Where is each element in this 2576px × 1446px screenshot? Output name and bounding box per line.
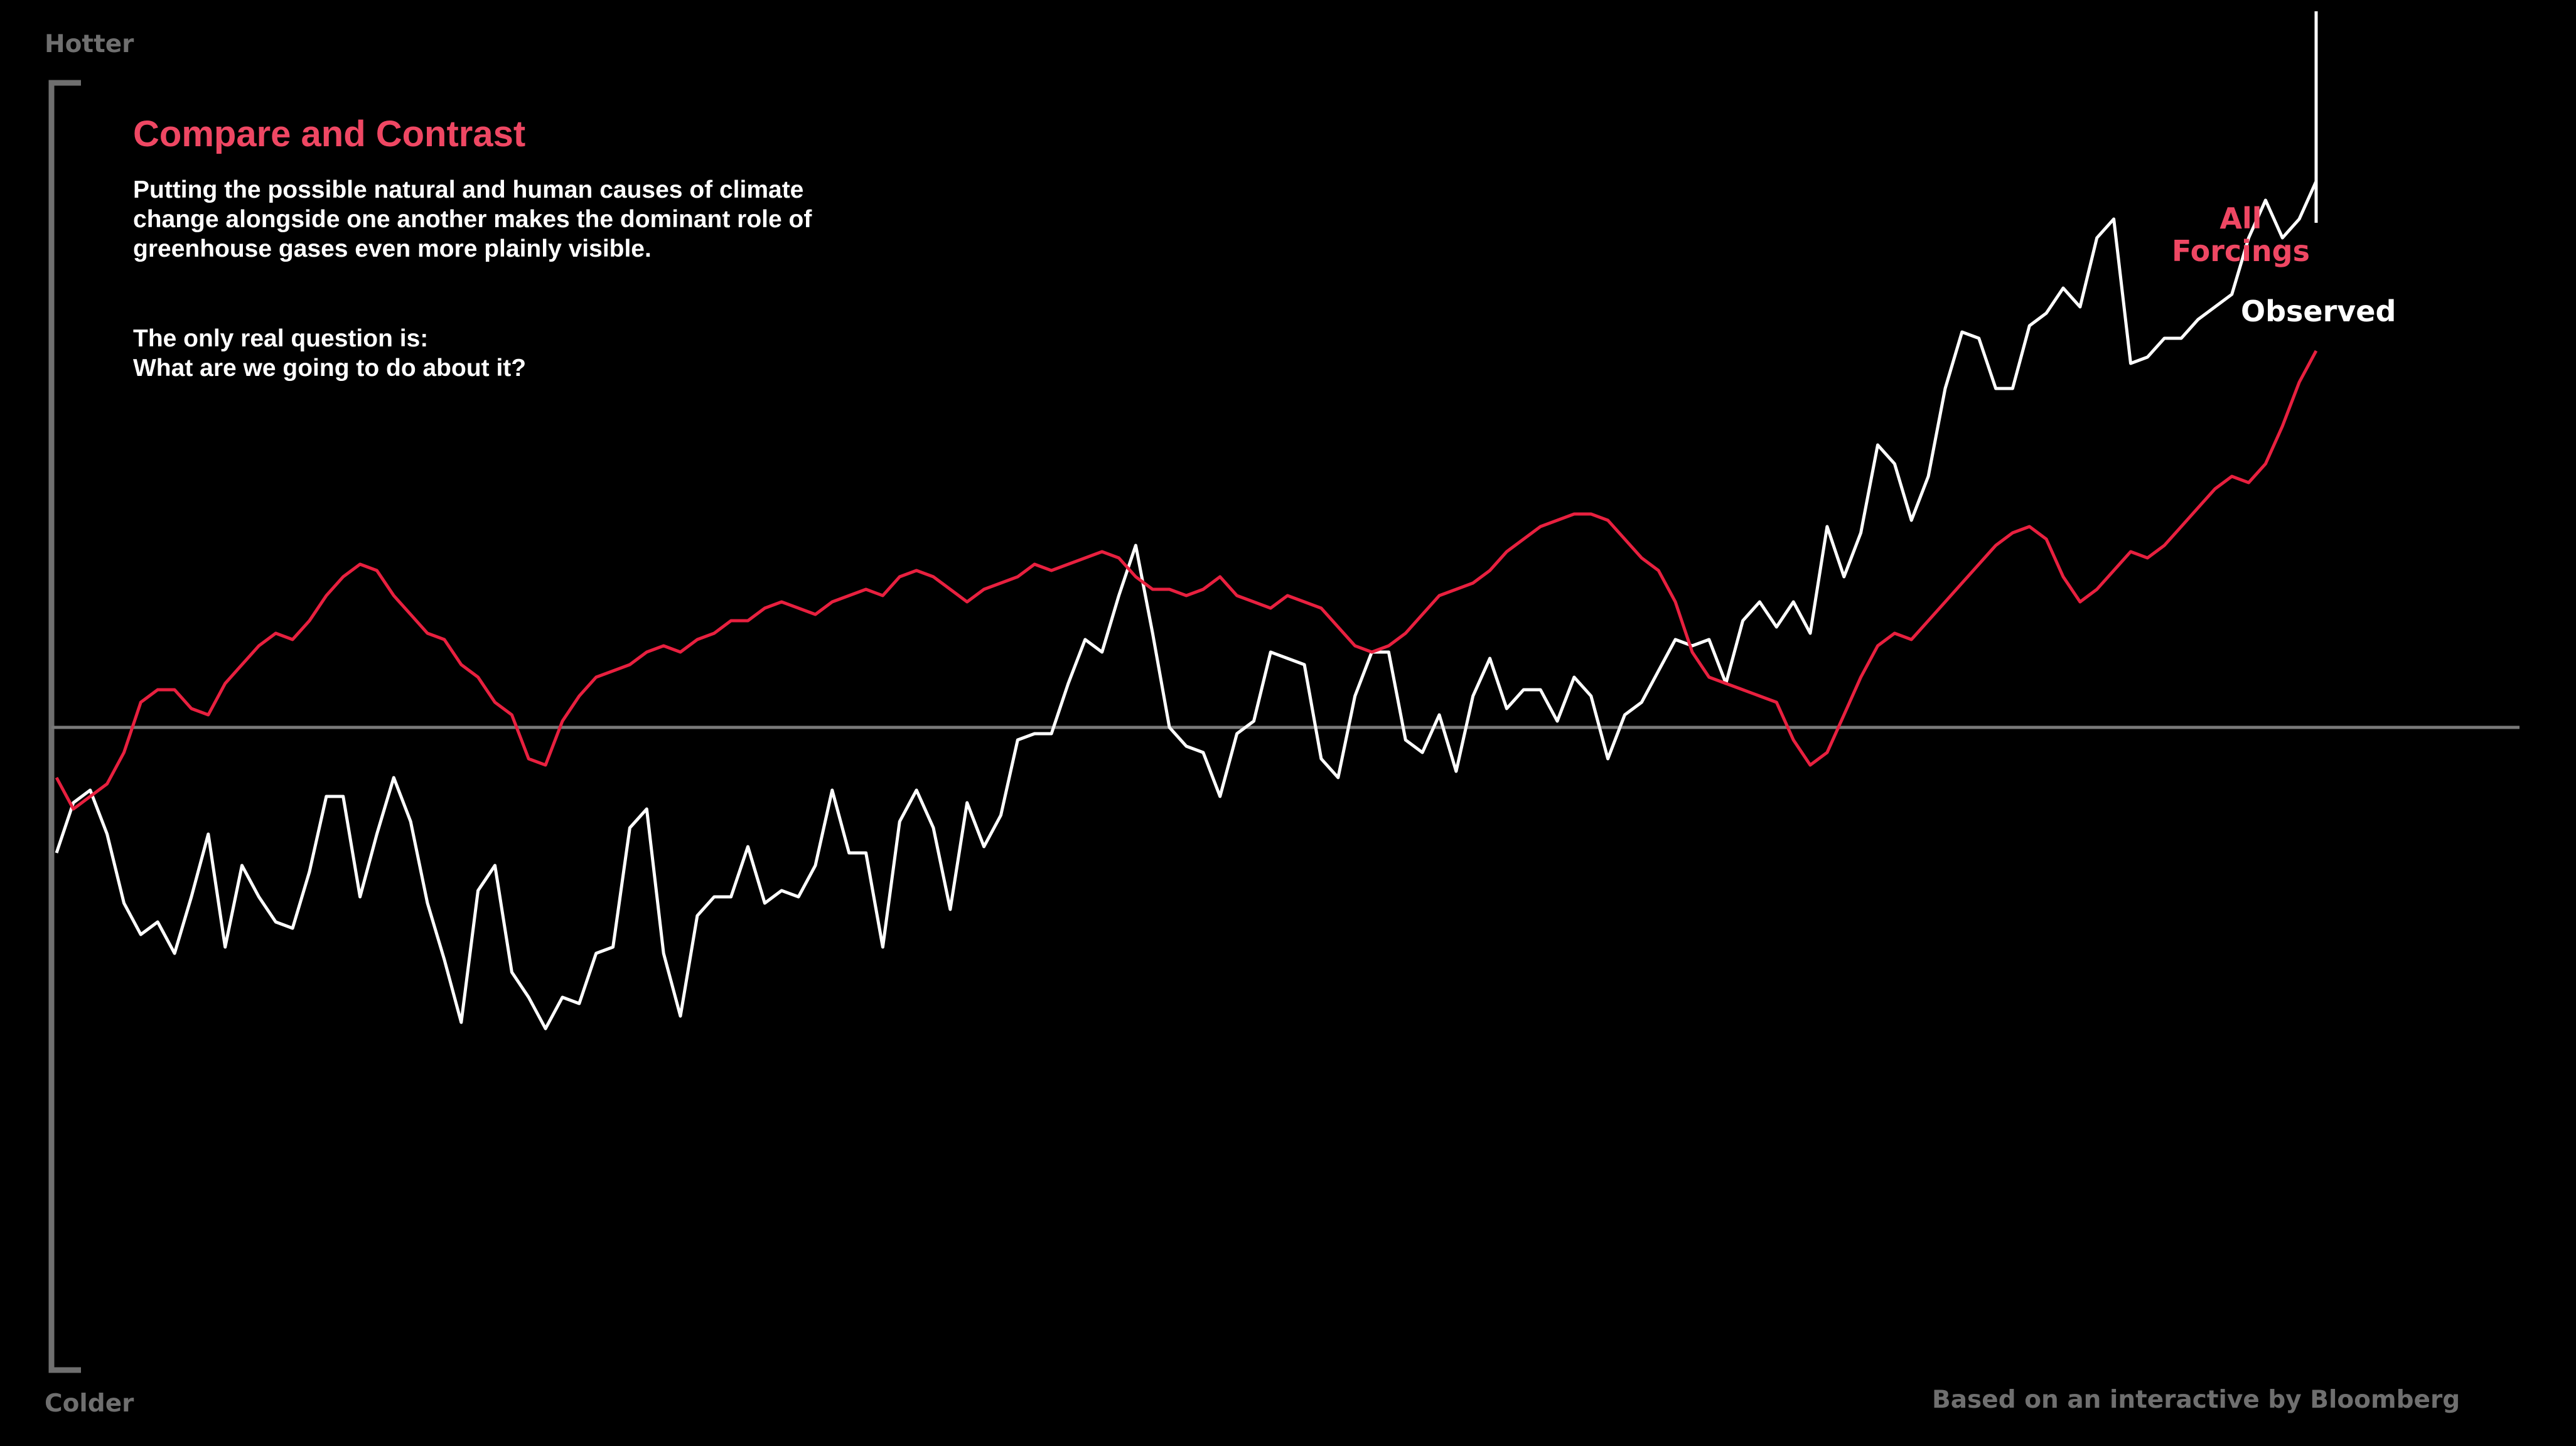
series-label-all-forcings-line-1: All: [2219, 201, 2262, 235]
question-paragraph: The only real question is: What are we g…: [133, 324, 855, 383]
series-layer: [55, 180, 2318, 1031]
question-line-1: The only real question is:: [133, 325, 429, 352]
axis-label-hotter: Hotter: [45, 30, 134, 58]
series-line-observed: [55, 180, 2318, 1031]
series-label-observed: Observed: [2241, 294, 2396, 328]
series-line-all-forcings: [55, 350, 2318, 811]
description-paragraph: Putting the possible natural and human c…: [133, 176, 812, 262]
question-line-2: What are we going to do about it?: [133, 355, 527, 382]
axis-label-colder: Colder: [45, 1390, 134, 1418]
series-label-all-forcings: All Forcings: [2159, 202, 2322, 267]
chart-title: Compare and Contrast: [133, 114, 526, 154]
source-credit: Based on an interactive by Bloomberg: [1932, 1386, 2461, 1414]
series-label-all-forcings-line-2: Forcings: [2172, 234, 2310, 268]
